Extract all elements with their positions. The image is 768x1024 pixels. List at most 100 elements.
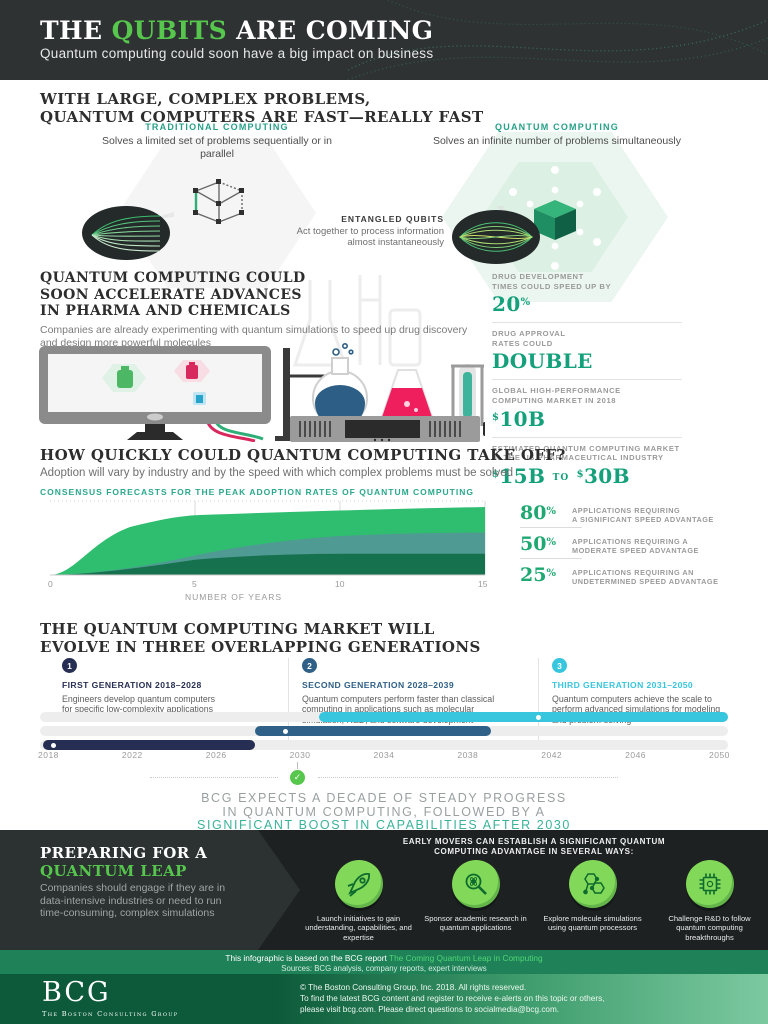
marker-dotted-line-right xyxy=(318,777,618,778)
pharma-heading-line2: SOON ACCELERATE ADVANCES xyxy=(40,286,302,303)
legend-value: 50% xyxy=(520,533,556,555)
entangled-qubits-label: ENTANGLED QUBITS xyxy=(341,214,444,224)
stat-quantum-market: ESTIMATED QUANTUM COMPUTING MARKET IN THE… xyxy=(492,444,742,488)
way-label: Explore molecule simulations using quant… xyxy=(543,914,642,933)
traditional-computing-label: TRADITIONAL COMPUTING xyxy=(145,122,289,132)
copyright-line: © The Boston Consulting Group, Inc. 2018… xyxy=(300,983,527,992)
generation-3-badge: 3 xyxy=(552,658,567,673)
x-tick-0: 0 xyxy=(48,579,53,589)
takeoff-subtitle: Adoption will vary by industry and by th… xyxy=(40,467,514,479)
stat-label: DRUG DEVELOPMENT xyxy=(492,272,584,281)
sources-line: Sources: BCG analysis, company reports, … xyxy=(281,964,487,973)
chip-icon xyxy=(685,860,734,908)
ways-list: Launch initiatives to gain understanding… xyxy=(300,860,768,942)
footer: BCG The Boston Consulting Group © The Bo… xyxy=(0,974,768,1024)
generation-3-title: THIRD GENERATION 2031–2050 xyxy=(552,680,694,690)
title-pre: THE xyxy=(40,16,112,45)
footer-contact-line[interactable]: please visit bcg.com. Please direct ques… xyxy=(300,1005,560,1014)
statement-line1: BCG EXPECTS A DECADE OF STEADY PROGRESS xyxy=(201,791,567,805)
timeline-dot xyxy=(50,742,56,748)
traditional-computing-desc: Solves a limited set of problems sequent… xyxy=(102,135,332,160)
dotted-wave-decoration xyxy=(348,0,768,80)
report-credit: This infographic is based on the BCG rep… xyxy=(225,953,543,963)
timeline-track-gen2 xyxy=(40,726,728,736)
section-pharma: QUANTUM COMPUTING COULD SOON ACCELERATE … xyxy=(0,270,768,488)
generations-heading-line2: EVOLVE IN THREE OVERLAPPING GENERATIONS xyxy=(40,638,481,656)
legend-label: APPLICATIONS REQUIRING AN UNDETERMINED SP… xyxy=(572,568,719,586)
generation-2-title: SECOND GENERATION 2028–2039 xyxy=(302,680,455,690)
section-speed-heading: WITH LARGE, COMPLEX PROBLEMS, QUANTUM CO… xyxy=(40,90,484,126)
stat-label: RATES COULD xyxy=(492,338,553,348)
legend-row-50: 50% APPLICATIONS REQUIRING A MODERATE SPE… xyxy=(520,533,760,555)
bcg-logo: BCG xyxy=(42,977,111,1008)
timeline-bar-gen1 xyxy=(42,740,255,750)
stat-value: $10B xyxy=(492,406,546,431)
axis-year: 2042 xyxy=(541,750,563,760)
timeline-dot xyxy=(535,714,541,720)
heading-line-2: QUANTUM COMPUTERS ARE FAST—REALLY FAST xyxy=(40,108,484,126)
axis-year: 2038 xyxy=(457,750,479,760)
generation-2-badge: 2 xyxy=(302,658,317,673)
takeoff-heading: HOW QUICKLY COULD QUANTUM COMPUTING TAKE… xyxy=(40,446,566,464)
entangled-qubits-desc: Act together to process information almo… xyxy=(296,226,444,248)
traditional-hexagon-bg xyxy=(118,138,316,288)
x-axis-label: NUMBER OF YEARS xyxy=(185,592,282,602)
section-speed-comparison: WITH LARGE, COMPLEX PROBLEMS, QUANTUM CO… xyxy=(0,80,768,302)
molecule-icon xyxy=(568,860,617,908)
timeline-track-gen3 xyxy=(40,712,728,722)
way-sponsor: Sponsor academic research in quantum app… xyxy=(422,860,530,942)
section-preparing: PREPARING FOR A QUANTUM LEAP Companies s… xyxy=(0,830,768,950)
timeline-dot xyxy=(283,728,289,734)
page-title: THE QUBITS ARE COMING xyxy=(40,16,433,45)
page-subtitle: Quantum computing could soon have a big … xyxy=(40,46,434,61)
footer-legal: © The Boston Consulting Group, Inc. 2018… xyxy=(300,982,604,1015)
report-link[interactable]: The Coming Quantum Leap in Computing xyxy=(389,953,543,963)
way-label: Challenge R&D to follow quantum computin… xyxy=(668,914,751,942)
stat-value: 20% xyxy=(492,292,531,317)
column-divider xyxy=(288,658,289,746)
marker-2030-stem xyxy=(297,762,298,769)
way-label: Launch initiatives to gain understanding… xyxy=(305,914,412,942)
axis-year: 2022 xyxy=(121,750,143,760)
traditional-computing-block: TRADITIONAL COMPUTING Solves a limited s… xyxy=(92,122,342,160)
generations-heading-line1: THE QUANTUM COMPUTING MARKET WILL xyxy=(40,620,435,638)
generation-1-badge: 1 xyxy=(62,658,77,673)
timeline-track-gen1 xyxy=(40,740,728,750)
x-tick-15: 15 xyxy=(478,579,488,589)
pharma-heading-line1: QUANTUM COMPUTING COULD xyxy=(40,270,306,286)
legend-value: 25% xyxy=(520,564,556,586)
chevron-down-icon: ✓︎ xyxy=(290,770,305,785)
title-highlight: QUBITS xyxy=(111,16,228,45)
legend-row-25: 25% APPLICATIONS REQUIRING AN UNDETERMINE… xyxy=(520,564,760,586)
stat-label: COMPUTING MARKET IN 2018 xyxy=(492,395,617,405)
source-strip: This infographic is based on the BCG rep… xyxy=(0,950,768,974)
stat-label: ESTIMATED QUANTUM COMPUTING MARKET xyxy=(492,443,680,453)
x-tick-10: 10 xyxy=(335,579,345,589)
axis-year: 2018 xyxy=(38,750,59,760)
section-adoption-chart: HOW QUICKLY COULD QUANTUM COMPUTING TAKE… xyxy=(0,442,768,612)
axis-year: 2046 xyxy=(625,750,647,760)
bcg-logo-subtitle: The Boston Consulting Group xyxy=(42,1010,179,1018)
chart-caption: CONSENSUS FORECASTS FOR THE PEAK ADOPTIO… xyxy=(40,487,474,497)
legend-value: 80% xyxy=(520,502,556,524)
heading-line-1: WITH LARGE, COMPLEX PROBLEMS, xyxy=(40,90,371,108)
stat-label: TIMES COULD SPEED UP BY xyxy=(492,281,612,291)
bcg-statement: BCG EXPECTS A DECADE OF STEADY PROGRESS … xyxy=(0,791,768,833)
header-banner: THE QUBITS ARE COMING Quantum computing … xyxy=(0,0,768,80)
timeline-bar-gen2 xyxy=(254,726,492,736)
quantum-computing-block: QUANTUM COMPUTING Solves an infinite num… xyxy=(432,122,682,148)
stat-label: DRUG APPROVAL xyxy=(492,329,566,339)
pharma-heading: QUANTUM COMPUTING COULD SOON ACCELERATE … xyxy=(40,270,306,320)
way-challenge: Challenge R&D to follow quantum computin… xyxy=(656,860,764,942)
stat-drug-development: DRUG DEVELOPMENT TIMES COULD SPEED UP BY … xyxy=(492,272,742,324)
axis-year: 2034 xyxy=(373,750,395,760)
way-explore: Explore molecule simulations using quant… xyxy=(539,860,647,942)
section-generations: THE QUANTUM COMPUTING MARKET WILL EVOLVE… xyxy=(0,612,768,833)
pharma-stats: DRUG DEVELOPMENT TIMES COULD SPEED UP BY … xyxy=(492,272,742,488)
axis-year: 2026 xyxy=(205,750,227,760)
rocket-icon xyxy=(334,860,383,908)
chart-legend: 80% APPLICATIONS REQUIRING A SIGNIFICANT … xyxy=(520,502,760,589)
pharma-heading-line3: IN PHARMA AND CHEMICALS xyxy=(40,303,291,319)
x-tick-5: 5 xyxy=(192,579,197,589)
generation-1-body: Engineers develop quantum computers for … xyxy=(62,694,216,715)
